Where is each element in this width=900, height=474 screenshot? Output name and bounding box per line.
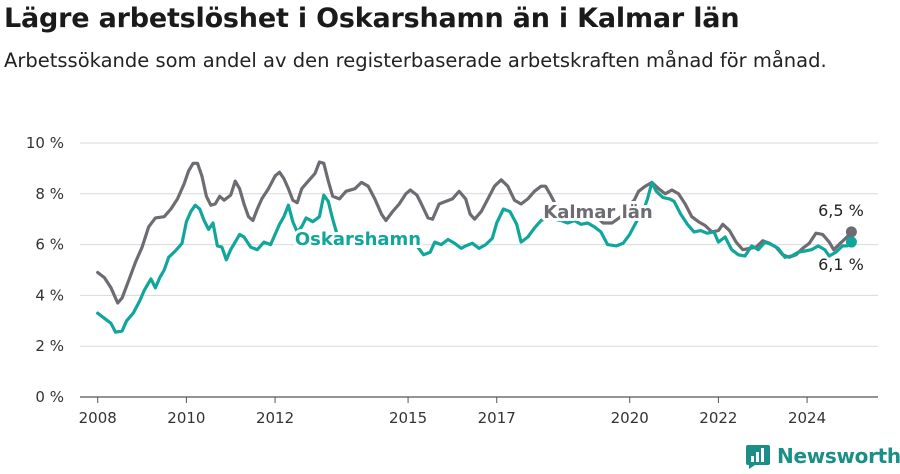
series-label-oskarshamn: Oskarshamn <box>295 229 421 250</box>
y-tick-label: 0 % <box>35 388 64 406</box>
y-tick-label: 10 % <box>26 134 64 152</box>
x-tick-label: 2020 <box>611 409 649 427</box>
series-label-kalmar-lan: Kalmar län <box>543 202 652 223</box>
series-endpoint-kalmar-lan <box>845 226 857 238</box>
y-tick-label: 8 % <box>35 185 64 203</box>
series-line-kalmar-lan <box>96 160 853 305</box>
series-line-oskarshamn <box>96 180 853 334</box>
grid-layer <box>80 142 878 398</box>
axis-layer: 0 % 2 % 4 % 6 % 8 % 10 % 2008 2010 2012 2015 2017 2… <box>26 134 826 427</box>
page-title: Lägre arbetslöshet i Oskarshamn än i Kal… <box>4 3 740 34</box>
brand-logo: Newsworthy <box>745 441 900 471</box>
series-label-halo: Oskarshamn <box>295 229 421 250</box>
x-tick-label: 2015 <box>389 409 427 427</box>
newsworthy-logo-icon <box>746 445 770 469</box>
end-value-label-kalmar-lan: 6,5 % <box>818 201 864 220</box>
brand-name: Newsworthy <box>777 444 900 468</box>
page-subtitle: Arbetssökande som andel av den registerb… <box>4 49 827 72</box>
x-tick-label: 2008 <box>79 409 117 427</box>
y-tick-label: 2 % <box>35 337 64 355</box>
x-tick-label: 2010 <box>167 409 205 427</box>
series-label-halo: Kalmar län <box>543 202 652 223</box>
x-tick-label: 2022 <box>699 409 737 427</box>
y-tick-label: 4 % <box>35 286 64 304</box>
x-tick-label: 2012 <box>256 409 294 427</box>
x-tick-label: 2024 <box>788 409 826 427</box>
end-value-label-oskarshamn: 6,1 % <box>818 255 864 274</box>
series-layer <box>96 160 857 334</box>
series-endpoint-oskarshamn <box>845 236 857 248</box>
y-tick-label: 6 % <box>35 236 64 254</box>
x-tick-label: 2017 <box>478 409 516 427</box>
